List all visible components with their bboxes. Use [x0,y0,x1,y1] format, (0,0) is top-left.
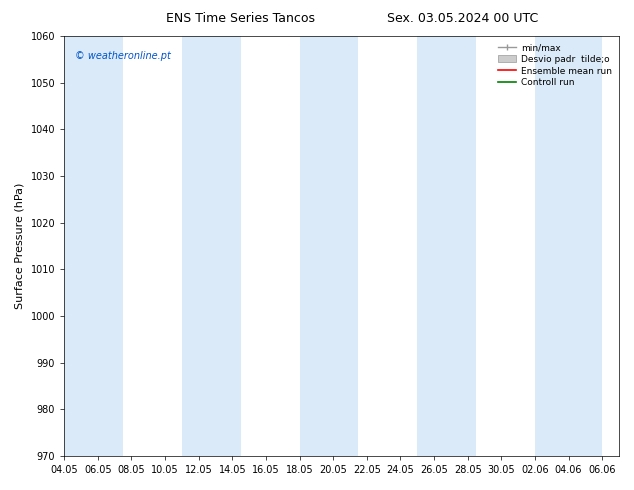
Bar [300,36,358,456]
Y-axis label: Surface Pressure (hPa): Surface Pressure (hPa) [15,183,25,309]
Bar [535,36,602,456]
Text: ENS Time Series Tancos: ENS Time Series Tancos [166,12,316,25]
Bar [182,36,241,456]
Legend: min/max, Desvio padr  tilde;o, Ensemble mean run, Controll run: min/max, Desvio padr tilde;o, Ensemble m… [496,41,614,90]
Bar [64,36,123,456]
Bar [417,36,476,456]
Text: Sex. 03.05.2024 00 UTC: Sex. 03.05.2024 00 UTC [387,12,538,25]
Text: © weatheronline.pt: © weatheronline.pt [75,51,171,61]
